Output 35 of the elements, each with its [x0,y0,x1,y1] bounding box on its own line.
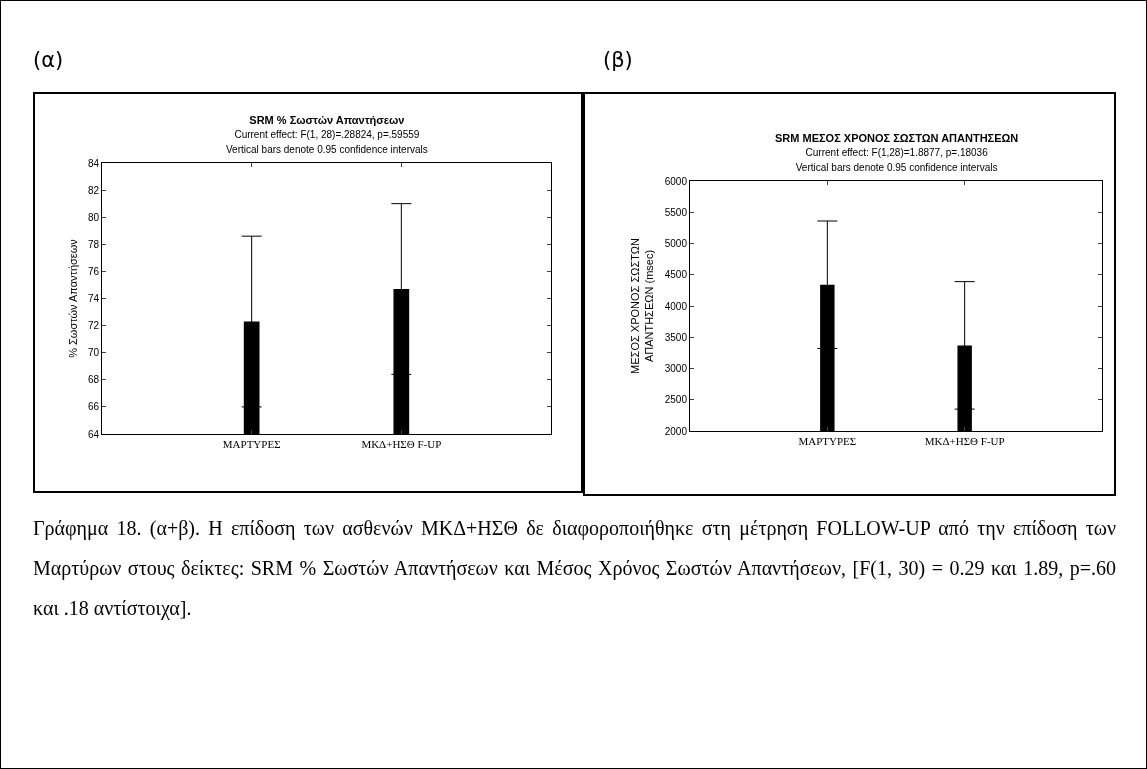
y-axis-title: ΜΕΣΟΣ ΧΡΟΝΟΣ ΣΩΣΤΩΝ ΑΠΑΝΤΗΣΕΩΝ (msec) [629,238,656,374]
y-tick-label: 80 [87,211,100,223]
y-tick-label: 66 [87,401,100,413]
y-tick-label: 68 [87,374,100,386]
y-tick-label: 4500 [664,269,688,281]
x-tick-label: ΜΚΔ+ΗΣΘ F-UP [361,438,442,451]
y-tick-label: 3000 [664,363,688,374]
text: Vertical bars denote 0.95 confidence intervals [226,143,428,155]
y-tick-label: 5500 [664,206,688,218]
y-tick-label: 2000 [664,425,688,437]
y-tick-label: 3500 [664,331,688,343]
text: Γράφημα 18. (α+β). Η επίδοση των ασθενών ΜΚΔ+ΗΣΘ δε διαφοροποιήθηκε στη μέτρηση FOLLOW-UP από την επίδοση των Μαρτύρων στους δείκτες: SRM % Σωστών Απαντήσεων και Μέσος Χρόνος Σωστών Απαντήσεων, [F(1, 30) = 0.29 και 1.89, p=.60 και .18 αντίστοιχα]. [33,516,1116,622]
y-tick-label: 4000 [664,300,688,312]
y-tick-label: 74 [87,293,100,304]
text: Vertical bars denote 0.95 confidence intervals [795,161,998,173]
y-tick-label: 76 [87,265,100,277]
chart-title: SRM ΜΕΣΟΣ ΧΡΟΝΟΣ ΣΩΣΤΩΝ ΑΠΑΝΤΗΣΕΩΝ [775,132,1019,144]
x-tick-label: ΜΚΔ+ΗΣΘ F-UP [924,435,1005,448]
y-tick-label: 84 [87,157,100,169]
y-tick-label: 2500 [664,394,688,406]
y-axis-title: % Σωστών Απαντήσεων [66,238,79,358]
chart-subtitle: Current effect: F(1,28)=1.8877, p=.18036 [805,147,989,159]
y-tick-label: 5000 [664,238,688,249]
x-tick-label: ΜΑΡΤΥΡΕΣ [798,435,857,448]
y-tick-label: 78 [87,238,100,250]
chart-subtitle: Current effect: F(1, 28)=.28824, p=.59559 [234,129,420,141]
y-tick-label: 64 [87,428,100,440]
text: (β) [603,48,633,72]
y-tick-label: 70 [87,347,100,359]
y-tick-label: 72 [87,320,100,332]
y-tick-label: 82 [87,184,100,196]
chart-title: SRM % Σωστών Απαντήσεων [249,114,405,126]
y-tick-label: 6000 [664,175,688,187]
x-tick-label: ΜΑΡΤΥΡΕΣ [222,438,281,451]
text: (α) [33,48,64,72]
